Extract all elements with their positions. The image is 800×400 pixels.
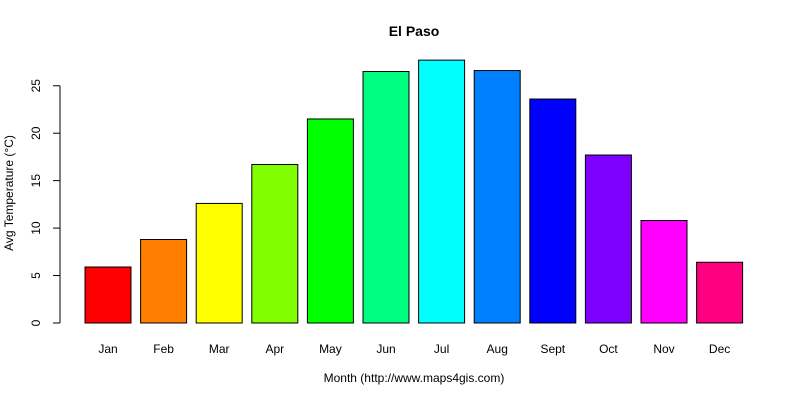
bar-oct [584, 154, 632, 324]
x-tick-label: Nov [653, 342, 674, 356]
x-tick-label: Dec [709, 342, 730, 356]
y-tick-label: 15 [29, 174, 43, 188]
x-axis-label: Month (http://www.maps4gis.com) [324, 371, 505, 385]
y-tick-label: 10 [29, 221, 43, 235]
bars-group [84, 59, 744, 324]
x-tick-label: Jul [434, 342, 449, 356]
x-tick-labels: Jan Feb Mar Apr May Jun Jul Aug Sept Oct Nov Dec [98, 342, 730, 356]
bar-aug [473, 70, 521, 324]
x-tick-label: Aug [487, 342, 508, 356]
x-tick-label: Jan [98, 342, 117, 356]
x-tick-label: Sept [540, 342, 565, 356]
chart-title: El Paso [389, 23, 440, 39]
bar-nov [640, 220, 688, 324]
y-tick-label: 25 [29, 79, 43, 93]
y-axis: 0 5 10 15 20 25 [29, 79, 61, 326]
bar-jan [84, 266, 132, 324]
bar-feb [140, 238, 188, 324]
y-tick-label: 20 [29, 126, 43, 140]
x-tick-label: Jun [376, 342, 395, 356]
x-tick-label: Apr [265, 342, 284, 356]
bar-jul [418, 59, 466, 324]
bar-sept [529, 98, 577, 324]
bar-mar [195, 202, 243, 324]
x-tick-label: Feb [153, 342, 174, 356]
y-axis-label: Avg Temperature (°C) [2, 135, 16, 251]
x-tick-label: May [319, 342, 342, 356]
x-tick-label: Mar [209, 342, 230, 356]
bar-dec [696, 261, 744, 324]
x-tick-label: Oct [599, 342, 618, 356]
y-tick-label: 5 [29, 272, 43, 279]
bar-jun [362, 71, 410, 324]
bar-apr [251, 164, 299, 324]
bar-may [306, 118, 354, 324]
y-tick-label: 0 [29, 319, 43, 326]
